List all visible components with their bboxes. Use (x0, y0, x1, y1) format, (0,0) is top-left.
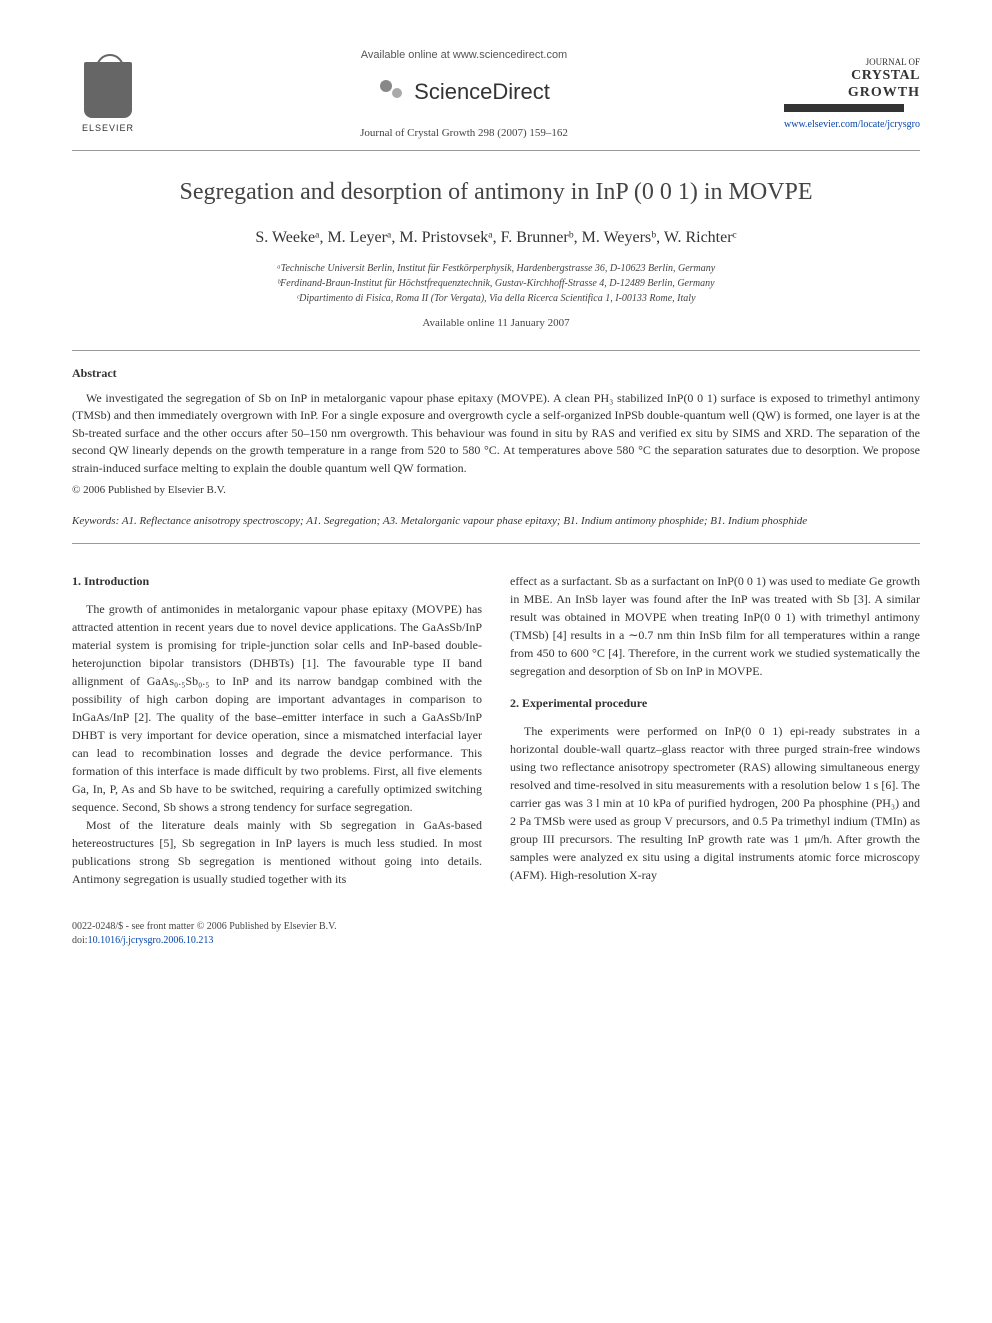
right-column: effect as a surfactant. Sb as a surfacta… (510, 572, 920, 888)
journal-brand-block: JOURNAL OF CRYSTAL GROWTH www.elsevier.c… (784, 57, 920, 132)
author-list: S. Weekeᵃ, M. Leyerᵃ, M. Pristovsekᵃ, F.… (72, 226, 920, 249)
journal-url-link[interactable]: www.elsevier.com/locate/jcrysgro (784, 118, 920, 133)
intro-paragraph-2-cont: effect as a surfactant. Sb as a surfacta… (510, 572, 920, 680)
abstract-copyright: © 2006 Published by Elsevier B.V. (72, 483, 920, 499)
page-footer: 0022-0248/$ - see front matter © 2006 Pu… (72, 920, 920, 948)
abstract-top-rule (72, 350, 920, 351)
elsevier-tree-icon (84, 62, 132, 118)
doi-line: doi:10.1016/j.jcrysgro.2006.10.213 (72, 934, 920, 948)
journal-citation: Journal of Crystal Growth 298 (2007) 159… (144, 126, 784, 142)
doi-label: doi: (72, 935, 88, 946)
intro-paragraph-2: Most of the literature deals mainly with… (72, 816, 482, 888)
abstract-heading: Abstract (72, 365, 920, 382)
article-title: Segregation and desorption of antimony i… (72, 175, 920, 210)
elsevier-label: ELSEVIER (82, 122, 134, 135)
affiliation-b: ᵇFerdinand-Braun-Institut für Höchstfreq… (72, 276, 920, 291)
journal-of-label: JOURNAL OF (784, 57, 920, 68)
affiliation-a: ᵃTechnische Universit Berlin, Institut f… (72, 261, 920, 276)
available-online-text: Available online at www.sciencedirect.co… (144, 48, 784, 64)
journal-name-growth: GROWTH (784, 85, 920, 102)
journal-name-crystal: CRYSTAL (784, 68, 920, 85)
keywords-text: A1. Reflectance anisotropy spectroscopy;… (119, 515, 807, 527)
section-1-heading: 1. Introduction (72, 572, 482, 590)
abstract-body: We investigated the segregation of Sb on… (72, 390, 920, 477)
keywords-label: Keywords: (72, 515, 119, 527)
sciencedirect-icon (378, 78, 406, 106)
keywords: Keywords: A1. Reflectance anisotropy spe… (72, 513, 920, 530)
center-header: Available online at www.sciencedirect.co… (144, 48, 784, 142)
left-column: 1. Introduction The growth of antimonide… (72, 572, 482, 888)
doi-link[interactable]: 10.1016/j.jcrysgro.2006.10.213 (88, 935, 214, 946)
header-row: ELSEVIER Available online at www.science… (72, 48, 920, 142)
publication-date: Available online 11 January 2007 (72, 316, 920, 332)
experimental-paragraph-1: The experiments were performed on InP(0 … (510, 722, 920, 884)
body-columns: 1. Introduction The growth of antimonide… (72, 572, 920, 888)
abstract-bottom-rule (72, 543, 920, 544)
affiliations: ᵃTechnische Universit Berlin, Institut f… (72, 261, 920, 306)
journal-bar-icon (784, 104, 904, 112)
intro-paragraph-1: The growth of antimonides in metalorgani… (72, 600, 482, 816)
header-rule (72, 150, 920, 151)
elsevier-logo: ELSEVIER (72, 55, 144, 135)
sciencedirect-logo: ScienceDirect (144, 76, 784, 108)
journal-block: JOURNAL OF CRYSTAL GROWTH (784, 57, 920, 111)
section-2-heading: 2. Experimental procedure (510, 694, 920, 712)
affiliation-c: ᶜDipartimento di Fisica, Roma II (Tor Ve… (72, 291, 920, 306)
sciencedirect-text: ScienceDirect (414, 76, 550, 108)
issn-line: 0022-0248/$ - see front matter © 2006 Pu… (72, 920, 920, 934)
